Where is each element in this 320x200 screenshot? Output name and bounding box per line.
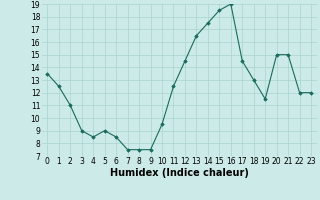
X-axis label: Humidex (Indice chaleur): Humidex (Indice chaleur) bbox=[110, 168, 249, 178]
